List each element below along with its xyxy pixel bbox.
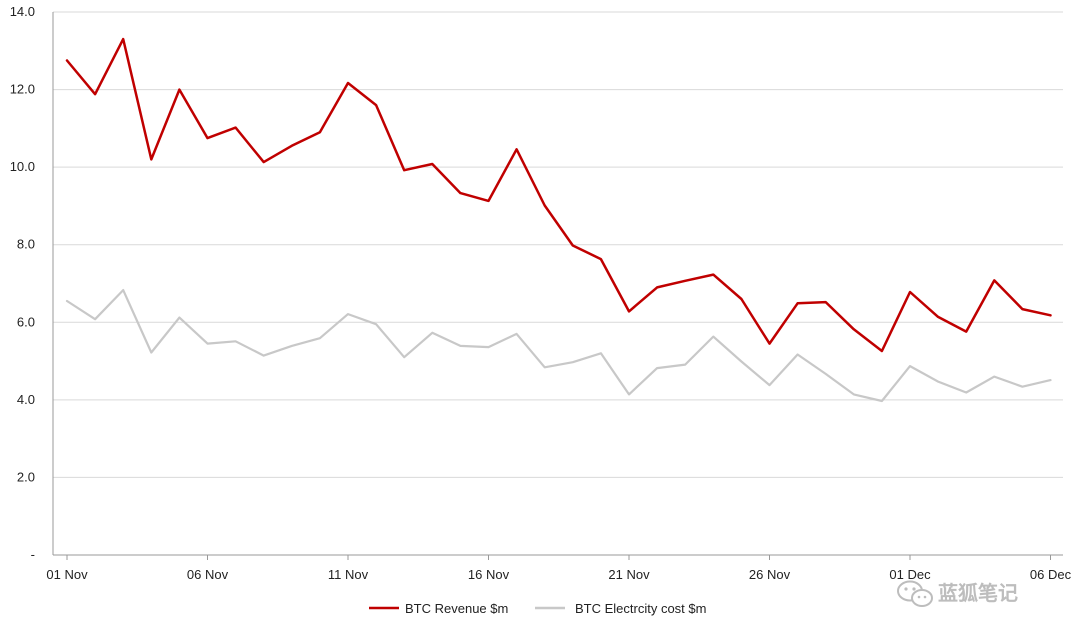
series-line-btc-revenue — [65, 37, 1052, 353]
x-tick-label: 06 Dec — [1030, 567, 1072, 582]
y-axis-tick-labels: - 2.0 4.0 6.0 8.0 10.0 12.0 14.0 — [10, 4, 35, 562]
series-line-btc-electricity-cost — [65, 289, 1052, 403]
y-tick-label: 4.0 — [17, 392, 35, 407]
x-tick-label: 16 Nov — [468, 567, 510, 582]
gridlines — [53, 11, 1063, 478]
wechat-icon — [897, 580, 933, 607]
x-tick-label: 21 Nov — [608, 567, 650, 582]
axes — [52, 12, 1063, 560]
y-tick-label: 2.0 — [17, 469, 35, 484]
y-tick-label: 6.0 — [17, 314, 35, 329]
x-tick-label: 06 Nov — [187, 567, 229, 582]
series-lines — [65, 37, 1052, 403]
x-tick-label: 01 Dec — [889, 567, 931, 582]
y-tick-label: 8.0 — [17, 237, 35, 252]
watermark-text: 蓝狐笔记 — [938, 581, 1018, 605]
x-axis-tick-labels: 01 Nov 06 Nov 11 Nov 16 Nov 21 Nov 26 Nov 01 D… — [46, 567, 1071, 582]
y-tick-label: 10.0 — [10, 159, 35, 174]
legend-label: BTC Revenue $m — [405, 601, 508, 616]
watermark: 蓝狐笔记 — [897, 580, 1018, 607]
y-tick-label: - — [31, 547, 35, 562]
legend-label: BTC Electrcity cost $m — [575, 601, 706, 616]
x-tick-label: 26 Nov — [749, 567, 791, 582]
x-tick-label: 11 Nov — [328, 567, 369, 582]
x-tick-label: 01 Nov — [46, 567, 88, 582]
y-tick-label: 14.0 — [10, 4, 35, 19]
y-tick-label: 12.0 — [10, 82, 35, 97]
legend: BTC Revenue $m BTC Electrcity cost $m — [369, 601, 706, 616]
